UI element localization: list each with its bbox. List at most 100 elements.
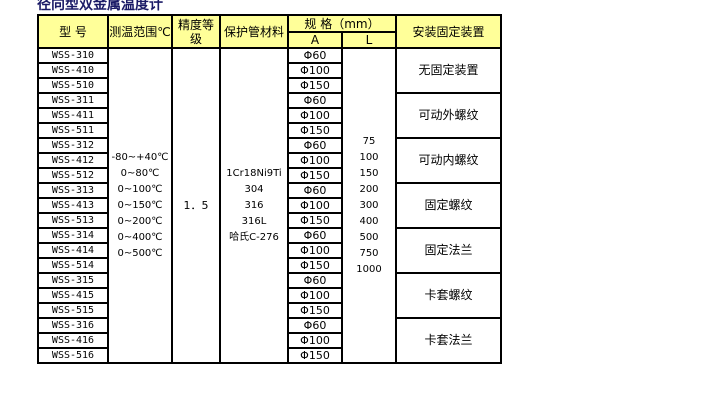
table-row: WSS-515 Φ150: [37, 302, 501, 319]
table-row: WSS-511 Φ150: [37, 122, 501, 139]
material-value: 316: [244, 199, 264, 211]
range-value: -80~+40℃: [111, 151, 169, 163]
length-value: 500: [359, 231, 379, 243]
mount-cell: 无固定装置: [395, 47, 502, 94]
model-cell: WSS-313: [37, 182, 109, 199]
model-cell: WSS-312: [37, 137, 109, 154]
a-cell: Φ150: [287, 302, 343, 319]
model-cell: WSS-510: [37, 77, 109, 94]
table-row: WSS-415 Φ100: [37, 287, 501, 304]
table-row: WSS-315 Φ60 卡套螺纹: [37, 272, 502, 319]
a-cell: Φ100: [287, 197, 343, 214]
a-cell: Φ100: [287, 62, 343, 79]
material-value: 304: [244, 183, 264, 195]
table-row: WSS-411 Φ100: [37, 107, 501, 124]
table-row: WSS-510 Φ150: [37, 77, 501, 94]
length-value: 200: [359, 183, 379, 195]
length-value: 400: [359, 215, 379, 227]
a-cell: Φ150: [287, 347, 343, 364]
a-cell: Φ60: [287, 182, 343, 199]
length-cell: 75 100 150 200 300 400 500 750 1000: [341, 47, 397, 364]
a-cell: Φ150: [287, 257, 343, 274]
model-cell: WSS-311: [37, 92, 109, 109]
table-row: WSS-313 Φ60 固定螺纹: [37, 182, 502, 229]
material-cell: 1Cr18Ni9Ti 304 316 316L 哈氏C-276: [219, 47, 289, 364]
a-cell: Φ60: [287, 227, 343, 244]
mount-cell: 可动外螺纹: [395, 92, 502, 139]
length-value: 300: [359, 199, 379, 211]
range-cell: -80~+40℃ 0~80℃ 0~100℃ 0~150℃ 0~200℃ 0~400℃ 0~5…: [107, 47, 173, 364]
page-title: 径向型双金属温度计: [37, 0, 163, 13]
a-cell: Φ100: [287, 107, 343, 124]
model-cell: WSS-516: [37, 347, 109, 364]
spec-table: 型 号 测温范围℃ 精度等级 保护管材料 规 格（mm） 安装固定装置 A L …: [37, 14, 502, 364]
mount-cell: 卡套法兰: [395, 317, 502, 364]
material-value: 316L: [241, 215, 267, 227]
a-cell: Φ150: [287, 167, 343, 184]
header-mount: 安装固定装置: [395, 14, 502, 49]
range-value: 0~200℃: [117, 215, 163, 227]
model-cell: WSS-411: [37, 107, 109, 124]
table-row: WSS-412 Φ100: [37, 152, 501, 169]
model-cell: WSS-513: [37, 212, 109, 229]
model-cell: WSS-512: [37, 167, 109, 184]
table-row: WSS-311 Φ60 可动外螺纹: [37, 92, 502, 139]
table-row: WSS-310 -80~+40℃ 0~80℃ 0~100℃ 0~150℃ 0~200℃ 0~…: [37, 47, 502, 364]
length-value: 100: [359, 151, 379, 163]
table-row: WSS-414 Φ100: [37, 242, 501, 259]
table-row: WSS-512 Φ150: [37, 167, 501, 184]
header-model: 型 号: [37, 14, 109, 49]
a-cell: Φ150: [287, 212, 343, 229]
a-cell: Φ100: [287, 332, 343, 349]
header-material: 保护管材料: [219, 14, 289, 49]
header-spec: 规 格（mm）: [287, 14, 397, 33]
table-row: WSS-316 Φ60 卡套法兰: [37, 317, 502, 364]
model-cell: WSS-410: [37, 62, 109, 79]
mount-cell: 固定法兰: [395, 227, 502, 274]
model-cell: WSS-416: [37, 332, 109, 349]
length-value: 150: [359, 167, 379, 179]
table-row: WSS-416 Φ100: [37, 332, 501, 349]
a-cell: Φ100: [287, 242, 343, 259]
length-value: 1000: [356, 263, 382, 275]
range-value: 0~400℃: [117, 231, 163, 243]
a-cell: Φ60: [287, 317, 343, 334]
model-cell: WSS-315: [37, 272, 109, 289]
header-a: A: [287, 31, 343, 49]
length-value: 75: [362, 135, 376, 147]
model-cell: WSS-415: [37, 287, 109, 304]
length-value: 750: [359, 247, 379, 259]
model-cell: WSS-514: [37, 257, 109, 274]
a-cell: Φ150: [287, 77, 343, 94]
model-cell: WSS-515: [37, 302, 109, 319]
a-cell: Φ60: [287, 47, 343, 64]
table-row: WSS-312 Φ60 可动内螺纹: [37, 137, 502, 184]
range-value: 0~100℃: [117, 183, 163, 195]
model-cell: WSS-511: [37, 122, 109, 139]
material-value: 1Cr18Ni9Ti: [226, 167, 282, 179]
table-row: WSS-514 Φ150: [37, 257, 501, 274]
model-cell: WSS-310: [37, 47, 109, 64]
header-l: L: [341, 31, 397, 49]
mount-cell: 卡套螺纹: [395, 272, 502, 319]
grade-cell: 1．5: [171, 47, 221, 364]
table-row: WSS-410 Φ100: [37, 62, 501, 79]
a-cell: Φ100: [287, 287, 343, 304]
table-row: WSS-516 Φ150: [37, 347, 501, 364]
mount-cell: 可动内螺纹: [395, 137, 502, 184]
header-grade: 精度等级: [171, 14, 221, 49]
model-cell: WSS-414: [37, 242, 109, 259]
table-row: WSS-413 Φ100: [37, 197, 501, 214]
table-row: WSS-513 Φ150: [37, 212, 501, 229]
model-cell: WSS-412: [37, 152, 109, 169]
a-cell: Φ60: [287, 92, 343, 109]
a-cell: Φ150: [287, 122, 343, 139]
header-range: 测温范围℃: [107, 14, 173, 49]
material-value: 哈氏C-276: [229, 231, 279, 243]
table-row: WSS-314 Φ60 固定法兰: [37, 227, 502, 274]
model-cell: WSS-314: [37, 227, 109, 244]
a-cell: Φ60: [287, 272, 343, 289]
a-cell: Φ100: [287, 152, 343, 169]
range-value: 0~500℃: [117, 247, 163, 259]
a-cell: Φ60: [287, 137, 343, 154]
